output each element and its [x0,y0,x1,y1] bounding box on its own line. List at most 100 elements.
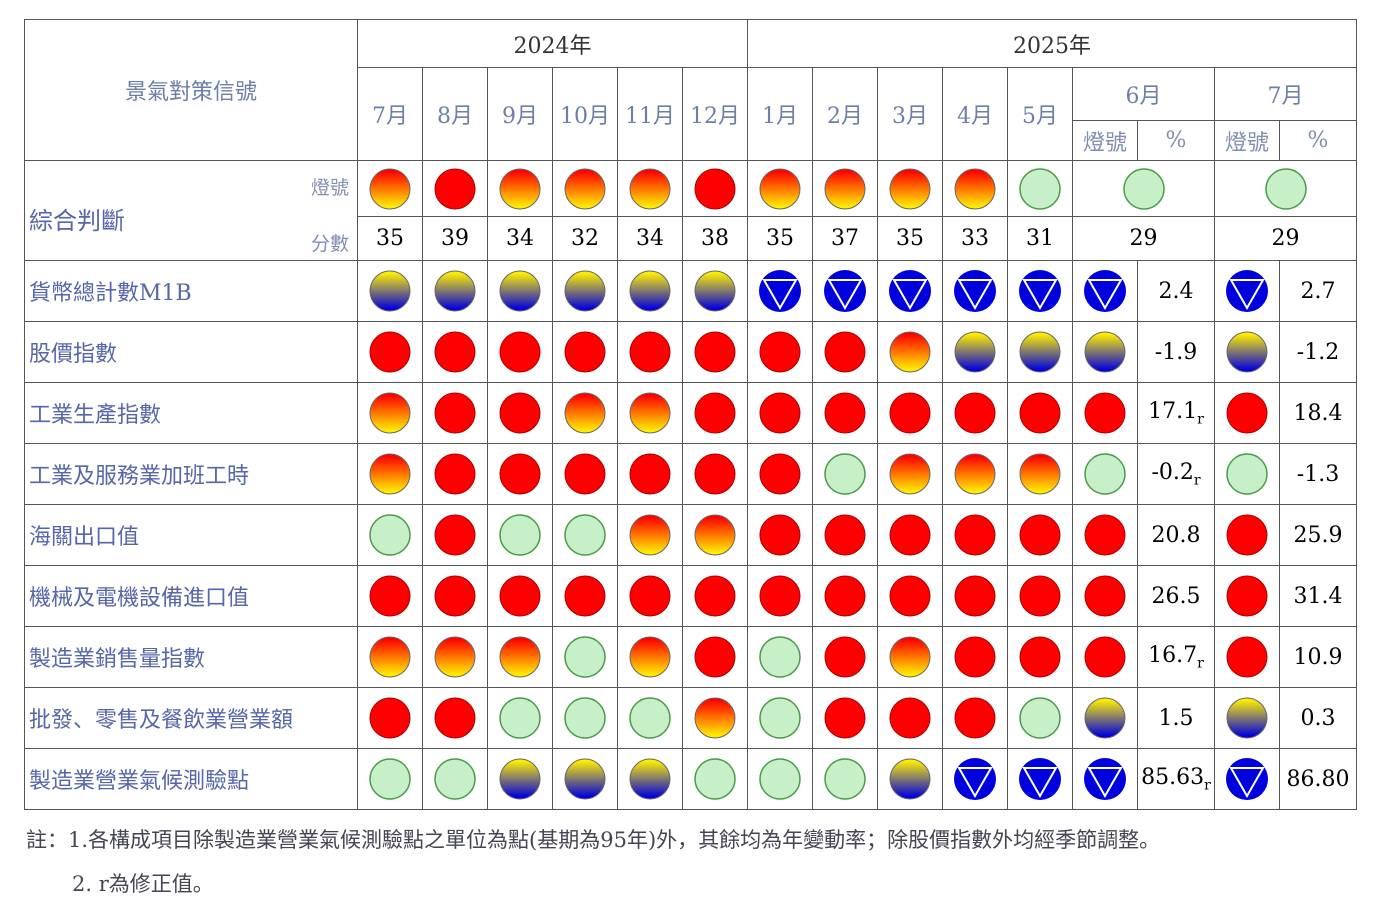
table-row: 製造業營業氣候測驗點 85.63r 86.80 [24,748,1357,810]
signal-cell [1214,443,1280,505]
table-row: 工業及服務業加班工時 -0.2r -1.3 [24,443,1357,505]
pct-june-cell: -1.9 [1137,321,1215,383]
signal-yellow-red-icon [368,452,412,496]
signal-yellow-red-icon [368,391,412,435]
table-row: 海關出口值 20.8 25.9 [24,504,1357,566]
signal-red-icon [693,635,737,679]
sub-header-pct: % [1279,120,1357,161]
signal-cell [1214,687,1280,749]
composite-signal-cell [942,160,1008,217]
signal-cell [1072,321,1138,383]
signal-red-icon [368,696,412,740]
signal-cell [1072,382,1138,444]
signal-red-icon [823,574,867,618]
signal-green-icon [368,513,412,557]
signal-cell [1072,626,1138,688]
signal-yellow-blue-icon [368,269,412,313]
composite-signal-cell [1214,160,1357,217]
signal-cell [1007,687,1073,749]
signal-cell [942,260,1008,322]
signal-cell [487,260,553,322]
month-header: 11月 [617,67,683,161]
sub-header-signal: 燈號 [1214,120,1280,161]
composite-score: 33 [942,216,1008,261]
month-header: 2月 [812,67,878,161]
signal-cell [487,382,553,444]
month-header: 4月 [942,67,1008,161]
year-2025-header: 2025年 [747,19,1357,68]
score-sub-label: 分數 [310,233,349,255]
signal-yellow-red-icon [368,167,412,211]
signal-blue-icon [1018,757,1062,801]
signal-yellow-red-icon [888,330,932,374]
signal-cell [877,687,943,749]
signal-red-icon [888,513,932,557]
month-header-july: 7月 [1214,67,1357,121]
signal-red-icon [433,330,477,374]
pct-june: 17.1 [1148,398,1198,424]
signal-red-icon [823,330,867,374]
composite-signal-cell [1072,160,1215,217]
signal-cell [357,565,423,627]
signal-cell [877,443,943,505]
signal-green-icon [758,635,802,679]
revised-mark: r [1197,655,1204,672]
signal-yellow-red-icon [433,635,477,679]
sub-header-pct: % [1137,120,1215,161]
signal-cell [747,626,813,688]
signal-green-icon [1225,452,1269,496]
signal-green-icon [368,757,412,801]
indicator-label: 批發、零售及餐飲業營業額 [24,687,358,749]
signal-cell [552,687,618,749]
signal-cell [1072,260,1138,322]
signal-blue-icon [1018,269,1062,313]
composite-score: 32 [552,216,618,261]
signal-cell [487,504,553,566]
signal-cell [812,748,878,810]
signal-cell [747,504,813,566]
signal-cell [877,565,943,627]
signal-cell [942,565,1008,627]
signal-red-icon [628,452,672,496]
signal-yellow-blue-icon [628,757,672,801]
signal-cell [682,443,748,505]
signal-cell [357,321,423,383]
signal-cell [942,443,1008,505]
pct-july: 25.9 [1279,504,1357,566]
composite-score: 38 [682,216,748,261]
signal-green-icon [628,696,672,740]
composite-signal-cell [682,160,748,217]
month-header: 7月 [357,67,423,161]
signal-yellow-red-icon [693,696,737,740]
table-row: 製造業銷售量指數 16.7r 10.9 [24,626,1357,688]
signal-cell [422,748,488,810]
signal-green-icon [1264,167,1308,211]
composite-signal-cell [487,160,553,217]
signal-cell [682,565,748,627]
signal-cell [1214,504,1280,566]
signal-red-icon [498,574,542,618]
signal-yellow-red-icon [888,452,932,496]
pct-june-cell: 20.8 [1137,504,1215,566]
month-header-june: 6月 [1072,67,1215,121]
signal-yellow-red-icon [693,513,737,557]
composite-label-cell: 綜合判斷 燈號分數 [24,160,358,261]
pct-july: 86.80 [1279,748,1357,810]
signal-red-icon [498,452,542,496]
signal-cell [747,748,813,810]
signal-cell [1007,260,1073,322]
signal-cell [877,260,943,322]
table-row: 批發、零售及餐飲業營業額 1.5 0.3 [24,687,1357,749]
signal-yellow-red-icon [953,167,997,211]
signal-cell [617,260,683,322]
signal-cell [552,382,618,444]
composite-label: 綜合判斷 [29,207,125,235]
signal-red-icon [498,391,542,435]
signal-cell [357,504,423,566]
signal-cell [1007,443,1073,505]
signal-sub-label: 燈號 [310,177,349,199]
signal-cell [357,626,423,688]
signal-cell [1214,260,1280,322]
signal-cell [812,260,878,322]
signal-cell [422,260,488,322]
